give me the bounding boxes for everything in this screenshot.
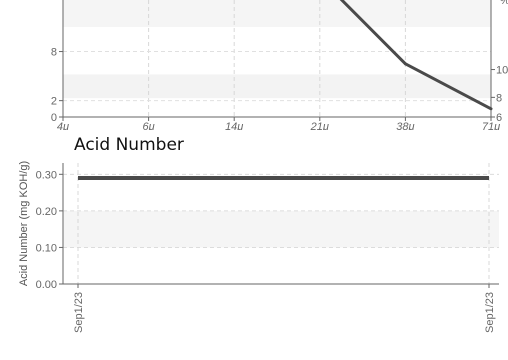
chart2-x-tick-label: Sep1/23 (484, 292, 496, 333)
chart1-series (339, 0, 493, 111)
chart2-y-tick-label: 0.20 (36, 206, 57, 218)
chart1-axes (59, 0, 495, 121)
chart1-band (63, 74, 491, 99)
chart1-right-tick-label: 6 (496, 112, 502, 124)
chart1-x-tick-label: 14μ (225, 121, 243, 130)
chart1-x-tick-label: 6μ (143, 121, 155, 130)
chart1-left-tick-label: 2 (51, 96, 57, 108)
chart1-background-bands (63, 0, 491, 99)
acid-number-chart: Acid Number 0.00 0.10 0.20 0.30 Acid Number … (18, 135, 499, 333)
chart1-left-tick-label: 8 (51, 47, 57, 59)
chart2-tick-labels: 0.00 0.10 0.20 0.30 Acid Number (mg KOH/g) Se… (18, 161, 496, 333)
chart2-y-axis-title: Acid Number (mg KOH/g) (18, 161, 30, 286)
chart1-x-tick-label: 38μ (396, 121, 414, 130)
chart2-background-bands (63, 210, 499, 248)
chart1-left-tick-label: 0 (51, 112, 57, 124)
chart2-y-tick-label: 0.10 (36, 242, 57, 254)
chart1-band (63, 27, 491, 75)
chart2-band (63, 210, 499, 248)
chart-title: Acid Number (74, 135, 184, 155)
chart1-series-line-segment (403, 62, 493, 111)
chart2-axes (59, 163, 499, 288)
chart1-x-tick-label: 4μ (57, 121, 69, 130)
particle-count-chart: 0 2 8 6 8 10% 4μ 6μ 14μ 21μ 38μ 71μ (51, 0, 508, 130)
chart1-band (63, 0, 491, 27)
chart1-right-axis-label: % (500, 0, 508, 7)
chart1-tick-labels: 0 2 8 6 8 10% 4μ 6μ 14μ 21μ 38μ 71μ (51, 0, 508, 130)
chart1-x-tick-label: 21μ (310, 121, 329, 130)
chart1-right-tick-label: 10 (496, 65, 508, 77)
chart2-y-tick-label: 0.00 (36, 279, 57, 291)
chart1-x-tick-label: 71μ (482, 121, 500, 130)
chart1-series-line-segment (339, 0, 407, 66)
chart2-x-tick-label: Sep1/23 (73, 292, 85, 333)
chart2-y-tick-label: 0.30 (36, 169, 57, 181)
chart1-right-tick-label: 8 (496, 92, 502, 104)
